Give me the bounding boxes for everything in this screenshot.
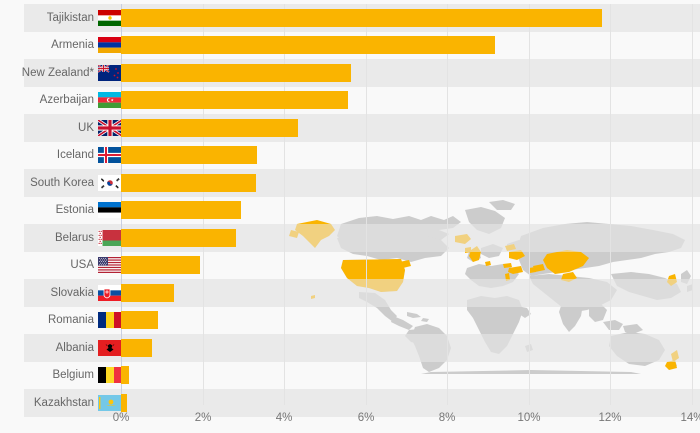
flag-belarus-icon <box>98 229 122 246</box>
category-label: Armenia <box>51 39 94 52</box>
bar[interactable] <box>121 118 298 137</box>
gridline <box>529 4 530 405</box>
gridline <box>692 4 693 405</box>
gridline <box>447 4 448 405</box>
x-axis-tick-label: 14% <box>680 412 700 424</box>
bar[interactable] <box>121 393 128 412</box>
category-label: Kazakhstan <box>33 396 94 409</box>
flag-tajikistan-icon <box>98 9 122 26</box>
category-label: Azerbaijan <box>39 94 94 107</box>
bar[interactable] <box>121 338 152 357</box>
flag-albania-icon <box>98 339 122 356</box>
flag-romania-icon <box>98 312 122 329</box>
flag-south-korea-icon <box>98 174 122 191</box>
x-axis: 0% 2% 4% 6% 8% 10% 12% 14% <box>0 405 700 433</box>
bar[interactable] <box>121 283 175 302</box>
bar[interactable] <box>121 366 130 385</box>
gridline <box>610 4 611 405</box>
bar[interactable] <box>121 201 241 220</box>
flag-kazakhstan-icon <box>98 394 122 411</box>
flag-uk-icon <box>98 119 122 136</box>
category-label: South Korea <box>30 176 94 189</box>
bar[interactable] <box>121 146 257 165</box>
x-axis-tick-label: 4% <box>275 412 293 424</box>
category-label: UK <box>78 121 94 134</box>
category-label: Iceland <box>56 149 94 162</box>
x-axis-tick-label: 10% <box>517 412 541 424</box>
bar[interactable] <box>121 228 237 247</box>
gridline <box>366 4 367 405</box>
row-band-overlay <box>281 389 700 417</box>
bar[interactable] <box>121 8 603 27</box>
flag-estonia-icon <box>98 202 122 219</box>
flag-usa-icon <box>98 257 122 274</box>
bar[interactable] <box>121 256 201 275</box>
category-label: Tajikistan <box>46 11 94 24</box>
bar[interactable] <box>121 63 352 82</box>
bar[interactable] <box>121 173 256 192</box>
x-axis-tick-label: 0% <box>112 412 130 424</box>
category-label: New Zealand* <box>21 66 94 79</box>
x-axis-tick-label: 8% <box>438 412 456 424</box>
category-label: Belarus <box>55 231 94 244</box>
category-label: USA <box>70 259 94 272</box>
category-labels: Tajikistan Armenia New Zealand* Azerbaijan U… <box>0 0 124 411</box>
row-band-overlay <box>281 114 700 142</box>
flag-azerbaijan-icon <box>98 92 122 109</box>
category-label: Estonia <box>55 204 94 217</box>
flag-new-zealand-icon <box>98 64 122 81</box>
bar[interactable] <box>121 36 495 55</box>
x-axis-tick-label: 12% <box>598 412 622 424</box>
gridline <box>284 4 285 405</box>
flag-belgium-icon <box>98 367 122 384</box>
category-label: Belgium <box>52 369 94 382</box>
category-label: Romania <box>47 314 94 327</box>
flag-armenia-icon <box>98 37 122 54</box>
category-label: Albania <box>55 341 94 354</box>
x-axis-tick-label: 6% <box>357 412 375 424</box>
x-axis-tick-label: 2% <box>194 412 212 424</box>
flag-iceland-icon <box>98 147 122 164</box>
row-band-overlay <box>281 169 700 197</box>
bar[interactable] <box>121 311 159 330</box>
category-label: Slovakia <box>50 286 94 299</box>
bars-layer <box>121 8 603 412</box>
flag-slovakia-icon <box>98 284 122 301</box>
bar[interactable] <box>121 91 348 110</box>
